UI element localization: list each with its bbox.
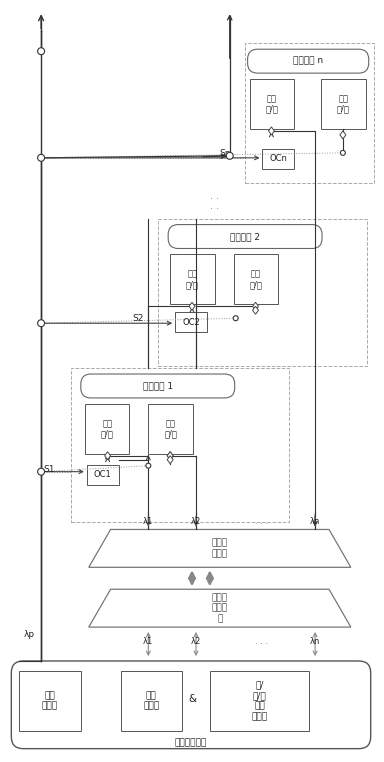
Text: S2: S2: [133, 314, 144, 323]
Polygon shape: [89, 589, 351, 627]
Text: 本地监控中心: 本地监控中心: [175, 738, 207, 748]
Circle shape: [146, 463, 151, 468]
FancyBboxPatch shape: [81, 374, 235, 398]
FancyBboxPatch shape: [19, 671, 81, 731]
FancyBboxPatch shape: [248, 50, 369, 73]
FancyBboxPatch shape: [210, 671, 309, 731]
Polygon shape: [268, 127, 275, 135]
FancyBboxPatch shape: [175, 312, 207, 332]
FancyBboxPatch shape: [158, 219, 367, 366]
Polygon shape: [167, 452, 173, 459]
Text: λp: λp: [24, 629, 35, 639]
Text: 信号
光/电: 信号 光/电: [164, 419, 177, 438]
Circle shape: [38, 320, 45, 327]
FancyBboxPatch shape: [85, 404, 129, 453]
Text: 信号
收发器: 信号 收发器: [143, 691, 159, 710]
Text: 检测节点 2: 检测节点 2: [230, 232, 260, 241]
Polygon shape: [167, 456, 173, 464]
Text: OCn: OCn: [270, 155, 287, 163]
FancyBboxPatch shape: [321, 79, 366, 129]
Circle shape: [226, 152, 233, 159]
Circle shape: [233, 315, 238, 321]
Text: 能量
光/电: 能量 光/电: [101, 419, 114, 438]
Text: 能量
光/电: 能量 光/电: [186, 270, 199, 289]
Text: 信号
光/电: 信号 光/电: [250, 270, 263, 289]
Polygon shape: [167, 452, 173, 459]
Text: 信号
光/电: 信号 光/电: [337, 94, 350, 114]
Text: . . .: . . .: [255, 517, 268, 526]
FancyBboxPatch shape: [71, 368, 289, 523]
Text: λ2: λ2: [191, 517, 201, 526]
Text: 光/
电/光
波长
转换器: 光/ 电/光 波长 转换器: [252, 680, 268, 721]
FancyBboxPatch shape: [263, 149, 294, 168]
Text: 检测节点 n: 检测节点 n: [293, 56, 323, 66]
Text: &: &: [188, 694, 196, 704]
Text: . .: . .: [210, 190, 219, 200]
Polygon shape: [89, 530, 351, 568]
FancyBboxPatch shape: [245, 43, 374, 183]
Text: OC2: OC2: [182, 318, 200, 327]
FancyBboxPatch shape: [250, 79, 294, 129]
Circle shape: [38, 155, 45, 162]
Text: λ1: λ1: [143, 517, 154, 526]
Polygon shape: [340, 131, 346, 139]
Polygon shape: [253, 306, 258, 314]
Text: . .: . .: [210, 200, 219, 210]
FancyBboxPatch shape: [170, 255, 215, 304]
Text: λ1: λ1: [143, 636, 154, 645]
Polygon shape: [189, 303, 195, 310]
Text: OC1: OC1: [94, 470, 111, 479]
Polygon shape: [253, 303, 258, 310]
Text: λ2: λ2: [191, 636, 201, 645]
FancyBboxPatch shape: [121, 671, 182, 731]
Text: 粗波分
解复用
器: 粗波分 解复用 器: [212, 594, 228, 623]
Circle shape: [38, 468, 45, 475]
Circle shape: [38, 48, 45, 55]
Text: 粗波分
复用器: 粗波分 复用器: [212, 539, 228, 558]
Text: λn: λn: [310, 636, 320, 645]
Text: λn: λn: [310, 517, 320, 526]
Text: . . .: . . .: [255, 636, 268, 645]
Text: S1: S1: [43, 465, 55, 474]
FancyBboxPatch shape: [168, 225, 322, 248]
FancyBboxPatch shape: [11, 661, 371, 748]
Text: Sn: Sn: [219, 149, 230, 158]
Text: 能量
光/电: 能量 光/电: [265, 94, 278, 114]
FancyBboxPatch shape: [87, 465, 119, 485]
Polygon shape: [104, 452, 111, 459]
Text: 能量
收发器: 能量 收发器: [42, 691, 58, 710]
FancyBboxPatch shape: [148, 404, 193, 453]
Text: 检测节点 1: 检测节点 1: [143, 382, 173, 390]
Circle shape: [341, 150, 345, 155]
FancyBboxPatch shape: [234, 255, 278, 304]
